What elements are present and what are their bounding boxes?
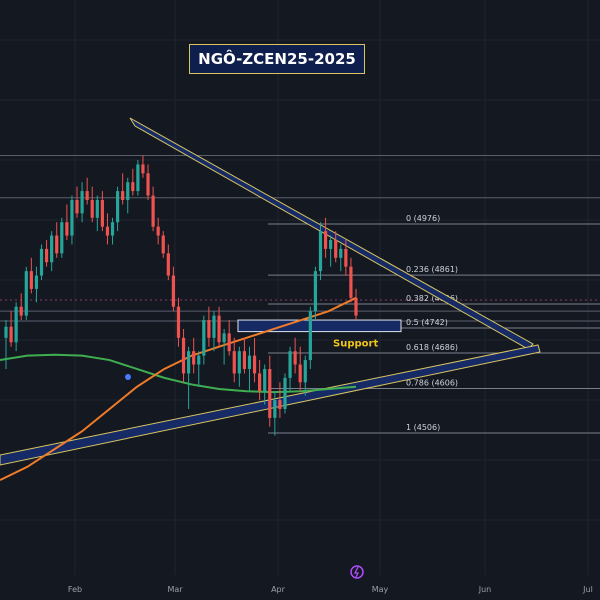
candle-body [24, 271, 28, 316]
candle-body [263, 368, 267, 392]
candle-body [151, 195, 155, 227]
candle-body [146, 173, 150, 196]
support-label: Support [333, 339, 378, 350]
candle-body [65, 222, 69, 236]
candle-body [121, 191, 125, 200]
candle-body [308, 311, 312, 361]
candle-body [161, 235, 165, 254]
candle-body [95, 199, 99, 218]
x-tick-label: Apr [271, 585, 286, 594]
fib-level-label: 0.786 (4606) [406, 379, 458, 388]
x-tick-label: Mar [167, 585, 183, 594]
x-tick-label: Jul [582, 585, 593, 594]
candle-body [105, 226, 110, 236]
candle-body [227, 333, 231, 352]
upper-trendline-band [129, 117, 534, 350]
candle-body [187, 351, 191, 374]
candle-body [258, 373, 262, 392]
candle-body [313, 271, 318, 312]
candle-body [354, 297, 358, 316]
fib-level-label: 0.5 (4742) [406, 318, 448, 327]
candle-body [268, 368, 272, 418]
candle-body [237, 351, 241, 374]
candle-body [197, 355, 201, 365]
candle-body [9, 326, 13, 343]
candle-body [344, 248, 348, 267]
candle-body [100, 199, 104, 227]
candle-body [85, 191, 89, 200]
fib-level-label: 0.382 (4796) [406, 294, 458, 303]
sma-orange-line [0, 296, 357, 482]
candle-body [283, 377, 287, 409]
candle-body [323, 231, 328, 249]
candle-body [212, 315, 216, 338]
candle-body [293, 351, 297, 365]
fib-level-label: 0.236 (4861) [406, 265, 458, 274]
x-tick-label: May [372, 585, 389, 594]
crossover-marker [125, 374, 131, 380]
candle-body [349, 266, 353, 298]
candle-body [222, 333, 226, 343]
candle-body [273, 400, 277, 418]
candle-body [202, 320, 206, 356]
lightning-icon [350, 565, 364, 579]
candle-body [131, 182, 135, 192]
candle-body [156, 226, 160, 236]
sma-green-line [0, 353, 357, 394]
lightning-icon-bolt [353, 566, 360, 578]
candle-body [115, 191, 120, 223]
candle-body [176, 306, 181, 338]
candle-body [110, 222, 115, 236]
candle-body [288, 351, 292, 378]
candle-body [242, 351, 247, 369]
candle-body [298, 364, 302, 383]
candle-body [4, 326, 8, 338]
candle-body [44, 248, 49, 263]
candle-body [39, 248, 44, 276]
fib-level-label: 1 (4506) [406, 423, 440, 432]
candle-body [166, 253, 170, 276]
candle-body [334, 240, 338, 258]
candle-body [14, 306, 18, 343]
candle-body [232, 351, 236, 374]
x-tick-label: Jun [478, 585, 492, 594]
candle-body [70, 199, 74, 236]
candle-body [19, 306, 23, 316]
candle-body [252, 355, 257, 374]
candle-body [80, 191, 84, 214]
candle-body [55, 235, 59, 254]
candle-body [247, 355, 252, 369]
candle-body [29, 271, 33, 289]
candle-body [181, 337, 186, 374]
candle-body [60, 222, 64, 254]
candle-body [217, 315, 221, 343]
candle-body [126, 182, 130, 200]
candle-body [207, 320, 211, 338]
candle-body [318, 231, 323, 272]
candle-body [303, 360, 307, 383]
candle-body [339, 248, 343, 258]
support-zone-box [237, 319, 402, 333]
candle-body [34, 275, 39, 289]
candle-body [171, 275, 175, 307]
candle-body [50, 235, 54, 263]
candle-body [329, 240, 333, 249]
x-tick-label: Feb [68, 585, 82, 594]
candle-body [75, 199, 79, 214]
fib-level-label: 0 (4976) [406, 214, 440, 223]
fib-level-label: 0.618 (4686) [406, 343, 458, 352]
candle-body [90, 199, 94, 218]
chart-title: NGÔ-ZCEN25-2025 [189, 44, 365, 74]
candle-body [136, 164, 140, 192]
candle-body [141, 164, 145, 174]
candle-body [192, 351, 196, 365]
candle-body [278, 400, 282, 409]
